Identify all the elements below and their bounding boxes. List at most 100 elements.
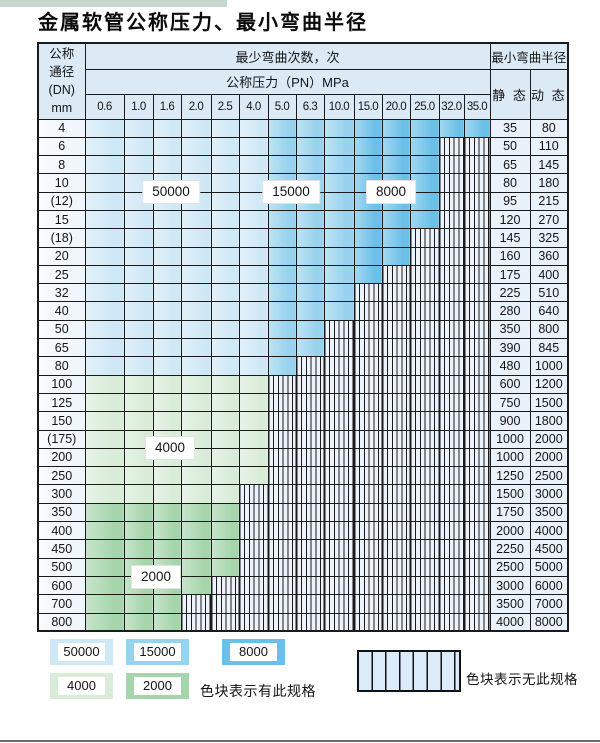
- spec-cell: [123, 118, 154, 138]
- dynamic-radius-value: 2000: [529, 447, 569, 468]
- no-spec-cell: [409, 228, 440, 248]
- spec-cell: [210, 246, 240, 266]
- spec-cell: [84, 447, 125, 468]
- static-radius-value: 1000: [489, 447, 531, 468]
- no-spec-cell: [267, 392, 297, 413]
- spec-cell: [123, 521, 154, 541]
- table-row-dn-32: 32 225 510: [37, 283, 569, 303]
- no-spec-cell: [438, 155, 465, 175]
- dynamic-radius-value: 1200: [529, 374, 569, 394]
- legend-swatch-15000: 15000: [126, 639, 189, 665]
- spec-cell: [152, 539, 182, 559]
- dynamic-radius-value: 4000: [529, 521, 569, 541]
- spec-cell: [123, 539, 154, 559]
- no-spec-cell: [267, 539, 297, 559]
- spec-cell: [84, 356, 125, 376]
- spec-cell: [267, 264, 297, 285]
- spec-cell: [381, 155, 411, 175]
- table-row-dn-50: 50 350 800: [37, 319, 569, 340]
- spec-cell: [210, 319, 240, 340]
- legend-swatch-value: 50000: [58, 643, 105, 661]
- spec-cell: [84, 136, 125, 157]
- no-spec-cell: [180, 612, 212, 632]
- no-spec-cell: [381, 612, 411, 632]
- no-spec-cell: [353, 594, 383, 614]
- spec-cell: [84, 392, 125, 413]
- pressure-tick: 0.6: [84, 93, 125, 120]
- no-spec-cell: [463, 594, 491, 614]
- no-spec-cell: [323, 575, 355, 596]
- spec-cell: [210, 411, 240, 431]
- spec-cell: [238, 173, 269, 193]
- no-spec-cell: [409, 557, 440, 577]
- no-spec-cell: [438, 484, 465, 504]
- spec-cell: [123, 502, 154, 523]
- spec-cell: [210, 557, 240, 577]
- spec-cell: [123, 392, 154, 413]
- table-row-dn-350: 350 1750 3500: [37, 502, 569, 523]
- static-radius-value: 2500: [489, 557, 531, 577]
- spec-cell: [152, 594, 182, 614]
- no-spec-cell: [438, 283, 465, 303]
- spec-cell: [409, 209, 440, 230]
- corner-header: 公称 通径 (DN) mm: [37, 42, 86, 120]
- spec-cell: [180, 136, 212, 157]
- spec-cell: [84, 429, 125, 449]
- spec-cell: [123, 466, 154, 486]
- no-spec-cell: [381, 539, 411, 559]
- legend-striped-swatch: [357, 650, 461, 692]
- spec-cell: [84, 301, 125, 321]
- spec-cell: [152, 118, 182, 138]
- no-spec-cell: [409, 594, 440, 614]
- table-row-dn-6: 6 50 110: [37, 136, 569, 157]
- spec-cell: [123, 356, 154, 376]
- static-radius-value: 225: [489, 283, 531, 303]
- pressure-tick: 4.0: [238, 93, 269, 120]
- spec-cell: [267, 155, 297, 175]
- dynamic-radius-value: 4500: [529, 539, 569, 559]
- row-label: 25: [37, 264, 86, 285]
- no-spec-cell: [438, 374, 465, 394]
- no-spec-cell: [381, 319, 411, 340]
- static-radius-value: 3000: [489, 575, 531, 596]
- spec-cell: [210, 466, 240, 486]
- legend-swatch-8000: 8000: [222, 639, 285, 665]
- table-row-dn-18: (18) 145 325: [37, 228, 569, 248]
- no-spec-cell: [438, 356, 465, 376]
- spec-cell: [84, 466, 125, 486]
- spec-cell: [409, 191, 440, 211]
- no-spec-cell: [438, 392, 465, 413]
- spec-cell: [180, 392, 212, 413]
- spec-cell: [409, 155, 440, 175]
- no-spec-cell: [438, 338, 465, 358]
- page-title: 金属软管公称压力、最小弯曲半径: [38, 10, 368, 34]
- spec-cell: [180, 301, 212, 321]
- spec-cell: [238, 392, 269, 413]
- spec-cell: [84, 411, 125, 431]
- spec-cell: [123, 612, 154, 632]
- spec-cell: [238, 209, 269, 230]
- no-spec-cell: [353, 612, 383, 632]
- no-spec-cell: [463, 209, 491, 230]
- no-spec-cell: [267, 411, 297, 431]
- legend-swatch-4000: 4000: [50, 673, 113, 699]
- static-radius-value: 50: [489, 136, 531, 157]
- min-bend-radius-header: 最小弯曲半径: [489, 42, 569, 70]
- zone-label-8000: 8000: [366, 181, 416, 203]
- spec-cell: [152, 228, 182, 248]
- spec-cell: [353, 228, 383, 248]
- no-spec-cell: [238, 502, 269, 523]
- corner-header-line: 公称: [49, 47, 75, 62]
- spec-cell: [295, 301, 325, 321]
- no-spec-cell: [463, 411, 491, 431]
- no-spec-cell: [295, 466, 325, 486]
- row-label: 250: [37, 466, 86, 486]
- spec-cell: [123, 264, 154, 285]
- spec-cell: [238, 429, 269, 449]
- legend-swatch-value: 8000: [230, 643, 277, 661]
- spec-cell: [353, 246, 383, 266]
- spec-cell: [152, 338, 182, 358]
- spec-cell: [180, 466, 212, 486]
- spec-cell: [353, 155, 383, 175]
- static-radius-value: 95: [489, 191, 531, 211]
